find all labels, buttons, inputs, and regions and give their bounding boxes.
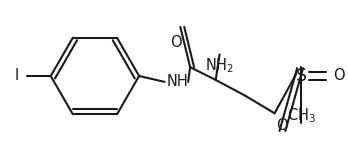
Text: O: O bbox=[276, 118, 287, 133]
Text: CH$_3$: CH$_3$ bbox=[287, 106, 316, 125]
Text: NH: NH bbox=[167, 74, 188, 89]
Text: O: O bbox=[171, 35, 182, 50]
Text: O: O bbox=[333, 69, 345, 83]
Text: S: S bbox=[295, 67, 307, 85]
Text: NH$_2$: NH$_2$ bbox=[205, 56, 234, 75]
Text: I: I bbox=[15, 69, 19, 83]
